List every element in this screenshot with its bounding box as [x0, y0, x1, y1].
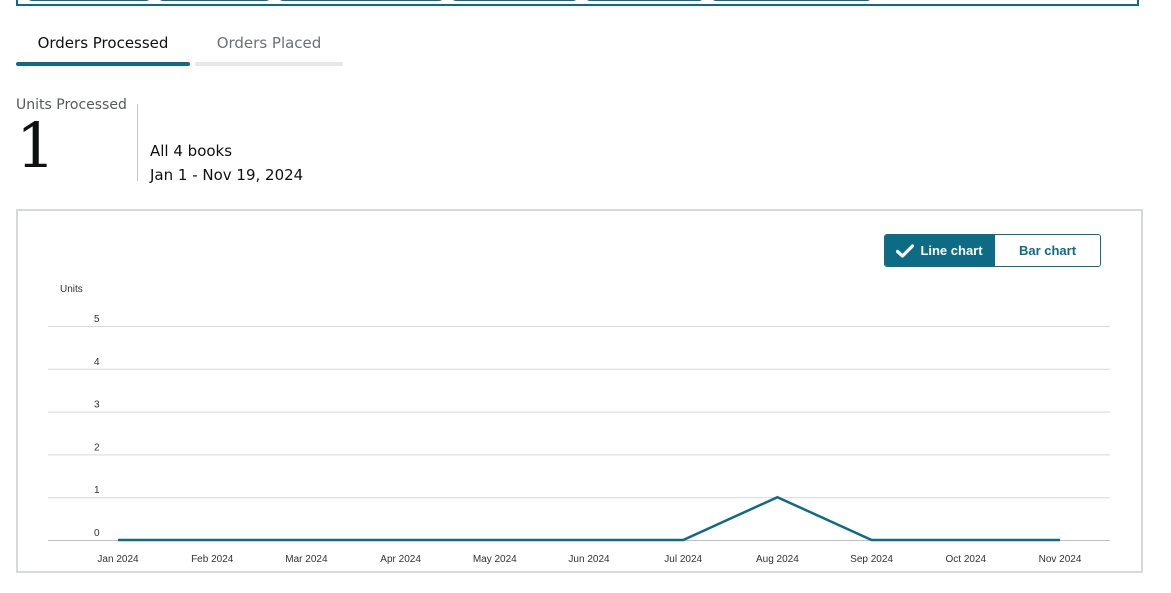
filter-chip[interactable]: [158, 0, 271, 1]
tab-label: Orders Placed: [216, 34, 322, 52]
metric-divider: [137, 104, 138, 181]
tab-indicator: [195, 62, 343, 66]
metric-label: Units Processed: [16, 97, 127, 113]
filter-chip[interactable]: [278, 0, 444, 1]
filter-chip[interactable]: [451, 0, 578, 1]
line-chart-button[interactable]: Line chart: [885, 235, 994, 266]
filter-chip[interactable]: [27, 0, 151, 1]
tab-orders-processed[interactable]: Orders Processed: [16, 28, 190, 66]
tab-orders-placed[interactable]: Orders Placed: [195, 28, 343, 66]
filter-chip[interactable]: [711, 0, 872, 1]
metric-value: 1: [16, 109, 56, 182]
tab-label: Orders Processed: [37, 34, 169, 52]
units-processed-summary: Units Processed 1: [16, 97, 127, 181]
line-chart-label: Line chart: [920, 243, 983, 258]
metric-detail: All 4 books Jan 1 - Nov 19, 2024: [150, 139, 303, 187]
tab-active-indicator: [16, 62, 190, 66]
chart-type-toggle: Line chart Bar chart: [884, 234, 1101, 267]
bar-chart-button[interactable]: Bar chart: [994, 235, 1100, 266]
filter-bar-frame: [16, 0, 1139, 6]
metric-scope: All 4 books: [150, 142, 233, 160]
filter-chip[interactable]: [585, 0, 704, 1]
check-icon: [896, 243, 915, 258]
metric-date-range: Jan 1 - Nov 19, 2024: [150, 166, 304, 184]
bar-chart-label: Bar chart: [1018, 243, 1077, 258]
report-tabs: Orders Processed Orders Placed: [16, 28, 343, 68]
